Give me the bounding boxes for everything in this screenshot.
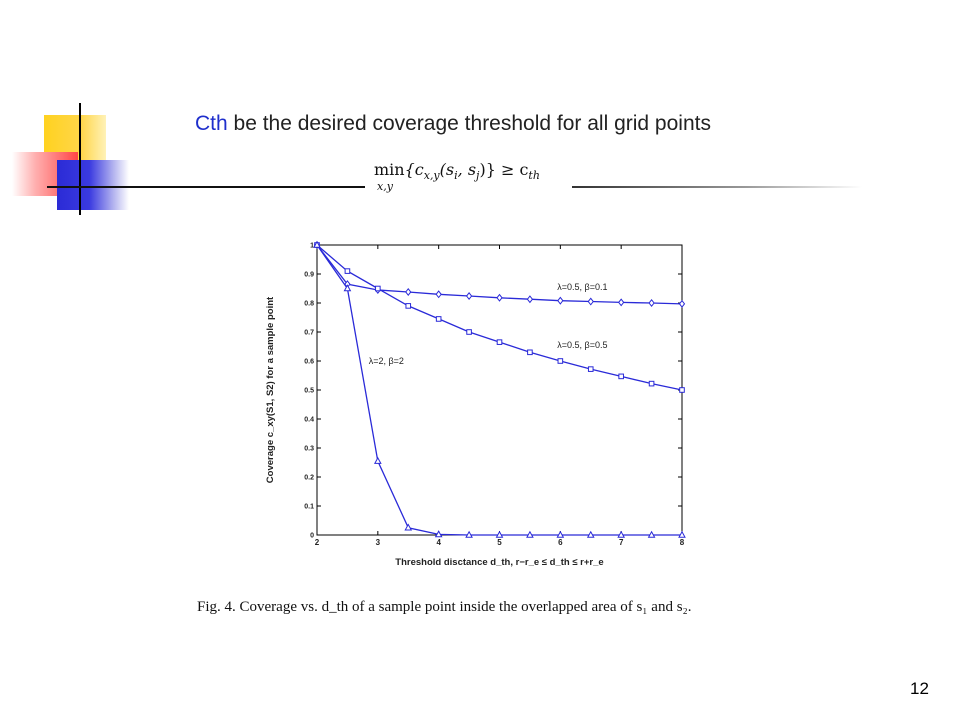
- data-point-triangle: [556, 530, 565, 538]
- formula-close: )} ≥ c: [479, 160, 529, 179]
- x-tick-label: 4: [436, 538, 441, 547]
- data-point-triangle: [495, 530, 504, 538]
- data-point-diamond: [678, 299, 686, 308]
- y-tick-label: 0.3: [304, 446, 314, 453]
- data-point-square: [496, 339, 503, 345]
- data-point-diamond: [587, 297, 594, 306]
- data-point-triangle: [617, 530, 626, 538]
- y-tick-label: 0.7: [304, 330, 314, 337]
- data-point-square: [375, 285, 381, 292]
- decor-horizontal-line: [47, 186, 365, 188]
- y-tick-label: 0.1: [304, 504, 314, 511]
- decor-vertical-line: [79, 103, 81, 215]
- data-point-square: [405, 303, 412, 309]
- formula-args: (s: [439, 160, 455, 179]
- decor-blue-square: [57, 160, 129, 210]
- y-tick-label: 1: [310, 243, 314, 250]
- data-point-diamond: [618, 298, 625, 307]
- formula-body-subscript: x,y: [423, 169, 440, 183]
- data-point-triangle: [434, 530, 443, 538]
- heading-highlight: Cth: [195, 112, 228, 135]
- data-point-square: [527, 349, 533, 356]
- y-tick-label: 0.2: [304, 475, 314, 482]
- coverage-formula: min x,y {cx,y(si, sj)} ≥ cth: [374, 160, 540, 193]
- y-tick-label: 0.8: [304, 301, 314, 308]
- x-tick-label: 6: [558, 538, 563, 547]
- formula-min: min: [374, 160, 405, 179]
- page-number: 12: [910, 679, 929, 698]
- data-point-triangle: [313, 240, 321, 248]
- data-point-diamond: [465, 292, 473, 301]
- data-point-triangle: [647, 530, 656, 538]
- series-line: [316, 244, 683, 391]
- x-axis-label: Threshold disctance d_th, r−r_e ≤ d_th ≤…: [395, 557, 603, 568]
- x-tick-label: 3: [376, 538, 381, 547]
- y-tick-label: 0: [310, 533, 314, 540]
- data-point-square: [466, 329, 472, 335]
- data-point-diamond: [648, 298, 655, 308]
- data-point-square: [618, 373, 624, 380]
- formula-comma: , s: [457, 160, 477, 179]
- data-point-triangle: [373, 456, 382, 464]
- data-point-triangle: [678, 530, 686, 538]
- data-point-triangle: [404, 523, 413, 531]
- data-point-diamond: [435, 290, 442, 299]
- formula-args-subscript-i: i: [454, 169, 458, 183]
- y-tick-label: 0.5: [304, 388, 314, 395]
- y-tick-label: 0.9: [304, 272, 314, 279]
- decor-horizontal-line-right: [572, 186, 862, 188]
- y-axis-label: Coverage c_xy(S1, S2) for a sample point: [265, 296, 276, 483]
- y-tick-label: 0.6: [304, 359, 314, 366]
- formula-args-subscript-j: j: [476, 169, 480, 183]
- data-point-diamond: [405, 287, 412, 296]
- series-annotation: λ=0.5, β=0.1: [557, 282, 607, 292]
- data-point-square: [557, 358, 564, 364]
- x-tick-label: 7: [619, 538, 624, 547]
- data-point-square: [344, 268, 351, 274]
- data-point-square: [435, 316, 442, 322]
- data-point-triangle: [343, 284, 352, 292]
- x-tick-label: 5: [497, 538, 502, 547]
- data-point-diamond: [526, 295, 534, 304]
- figure-caption: Fig. 4. Coverage vs. d_th of a sample po…: [197, 599, 692, 615]
- data-point-square: [648, 380, 655, 387]
- data-point-triangle: [526, 530, 534, 538]
- data-point-square: [679, 387, 685, 393]
- formula-rhs-subscript: th: [528, 169, 540, 183]
- formula-min-subscript: x,y: [377, 180, 393, 193]
- y-tick-label: 0.4: [304, 417, 314, 424]
- data-point-triangle: [465, 530, 473, 538]
- heading-text: be the desired coverage threshold for al…: [227, 112, 711, 135]
- x-tick-label: 2: [315, 538, 320, 547]
- data-point-square: [587, 366, 594, 372]
- data-point-diamond: [557, 296, 564, 305]
- data-point-diamond: [496, 293, 503, 302]
- series-annotation: λ=2, β=2: [369, 356, 404, 366]
- coverage-line-chart: 2 3 4 5 6 7 8 0 0.1 0.2 0.3 0.4 0.5 0.6 0.7 0.8 0.9 1 Thre…: [265, 240, 686, 568]
- series-annotation: λ=0.5, β=0.5: [557, 340, 607, 350]
- data-point-triangle: [586, 530, 595, 538]
- formula-body: {c: [404, 160, 424, 179]
- slide-heading: Cth be the desired coverage threshold fo…: [195, 112, 711, 136]
- x-tick-label: 8: [680, 538, 685, 547]
